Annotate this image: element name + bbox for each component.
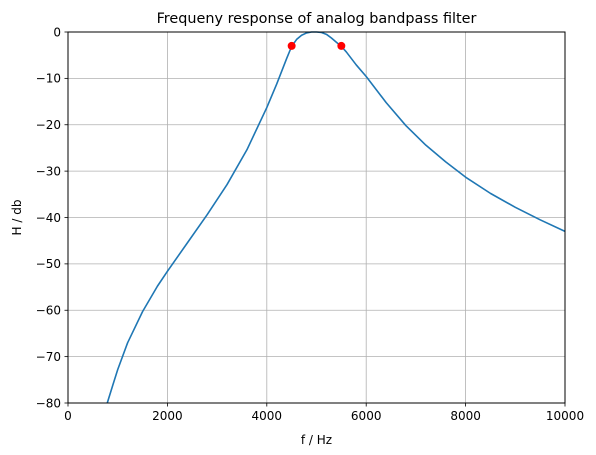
cutoff-marker [337,41,346,50]
x-tick-label: 6000 [351,409,382,423]
x-tick-label: 0 [64,409,72,423]
grid [67,31,566,404]
chart-title: Frequeny response of analog bandpass fil… [157,11,477,27]
x-axis-label: f / Hz [301,433,332,447]
y-tick-label: 0 [53,25,61,39]
y-tick-label: −40 [36,211,61,225]
cutoff-marker [287,41,296,50]
x-tick-label: 4000 [252,409,283,423]
x-tick-label: 8000 [450,409,481,423]
y-tick-label: −60 [36,304,61,318]
axis-ticks: 0 2000 4000 6000 8000 10000 0 −10 −20 −30 −40 −50 −6… [36,25,584,423]
y-tick-label: −80 [36,396,61,410]
y-tick-label: −30 [36,164,61,178]
y-tick-label: −70 [36,350,61,364]
y-tick-label: −20 [36,118,61,132]
x-tick-label: 10000 [546,409,584,423]
y-tick-label: −10 [36,72,61,86]
y-tick-label: −50 [36,257,61,271]
y-axis-label: H / db [10,200,24,236]
x-tick-label: 2000 [152,409,183,423]
